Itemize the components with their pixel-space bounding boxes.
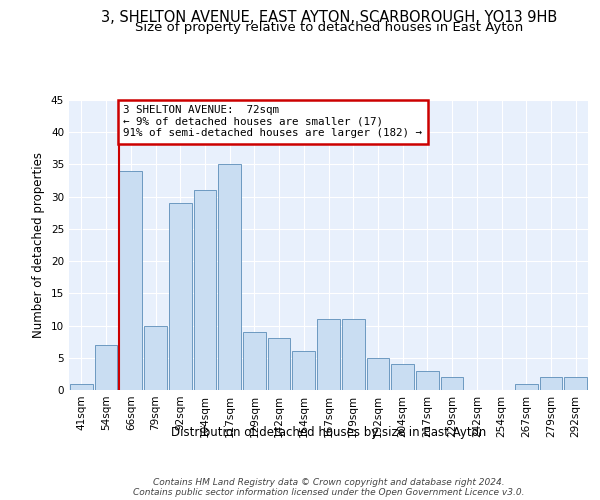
Bar [539,377,562,390]
Bar [119,171,142,390]
Text: Contains HM Land Registry data © Crown copyright and database right 2024.
Contai: Contains HM Land Registry data © Crown c… [133,478,524,497]
Text: Distribution of detached houses by size in East Ayton: Distribution of detached houses by size … [171,426,487,439]
Bar [367,358,389,390]
Text: Size of property relative to detached houses in East Ayton: Size of property relative to detached ho… [134,21,523,34]
Bar [391,364,414,390]
Y-axis label: Number of detached properties: Number of detached properties [32,152,46,338]
Bar [292,352,315,390]
Bar [243,332,266,390]
Bar [342,319,365,390]
Bar [515,384,538,390]
Bar [268,338,290,390]
Bar [70,384,93,390]
Bar [317,319,340,390]
Text: 3 SHELTON AVENUE:  72sqm
← 9% of detached houses are smaller (17)
91% of semi-de: 3 SHELTON AVENUE: 72sqm ← 9% of detached… [123,105,422,138]
Bar [441,377,463,390]
Bar [416,370,439,390]
Bar [218,164,241,390]
Bar [144,326,167,390]
Bar [564,377,587,390]
Bar [194,190,216,390]
Bar [95,345,118,390]
Bar [169,203,191,390]
Text: 3, SHELTON AVENUE, EAST AYTON, SCARBOROUGH, YO13 9HB: 3, SHELTON AVENUE, EAST AYTON, SCARBOROU… [101,10,557,25]
